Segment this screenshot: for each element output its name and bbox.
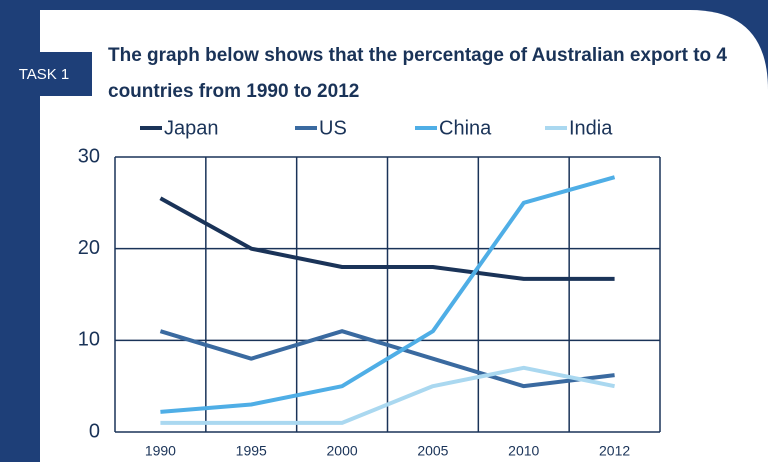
y-tick-label: 30 bbox=[78, 145, 100, 167]
y-tick-label: 0 bbox=[89, 420, 100, 442]
x-tick-label: 1995 bbox=[236, 443, 267, 459]
x-tick-label: 1990 bbox=[145, 443, 176, 459]
y-tick-label: 20 bbox=[78, 237, 100, 259]
legend-label: US bbox=[319, 117, 347, 139]
x-tick-label: 2005 bbox=[417, 443, 448, 459]
series-line bbox=[159, 196, 615, 281]
series-line bbox=[159, 329, 615, 389]
legend-label: China bbox=[439, 117, 492, 139]
plot: 0 10 20 30 1990 1995 2000 2005 2010 2012 Japan US Ch… bbox=[78, 117, 661, 459]
legend-label: India bbox=[569, 117, 613, 139]
badge-box bbox=[0, 52, 92, 96]
x-tick-label: 2012 bbox=[599, 443, 630, 459]
x-tick-label: 2000 bbox=[327, 443, 358, 459]
x-tick-label: 2010 bbox=[508, 443, 539, 459]
series-line bbox=[160, 175, 616, 414]
legend-label: Japan bbox=[164, 117, 219, 139]
series-line bbox=[160, 365, 615, 425]
y-tick-label: 10 bbox=[78, 329, 100, 351]
badge-label: TASK 1 bbox=[19, 66, 70, 83]
chart-title: The graph below shows that the percentag… bbox=[108, 45, 727, 102]
